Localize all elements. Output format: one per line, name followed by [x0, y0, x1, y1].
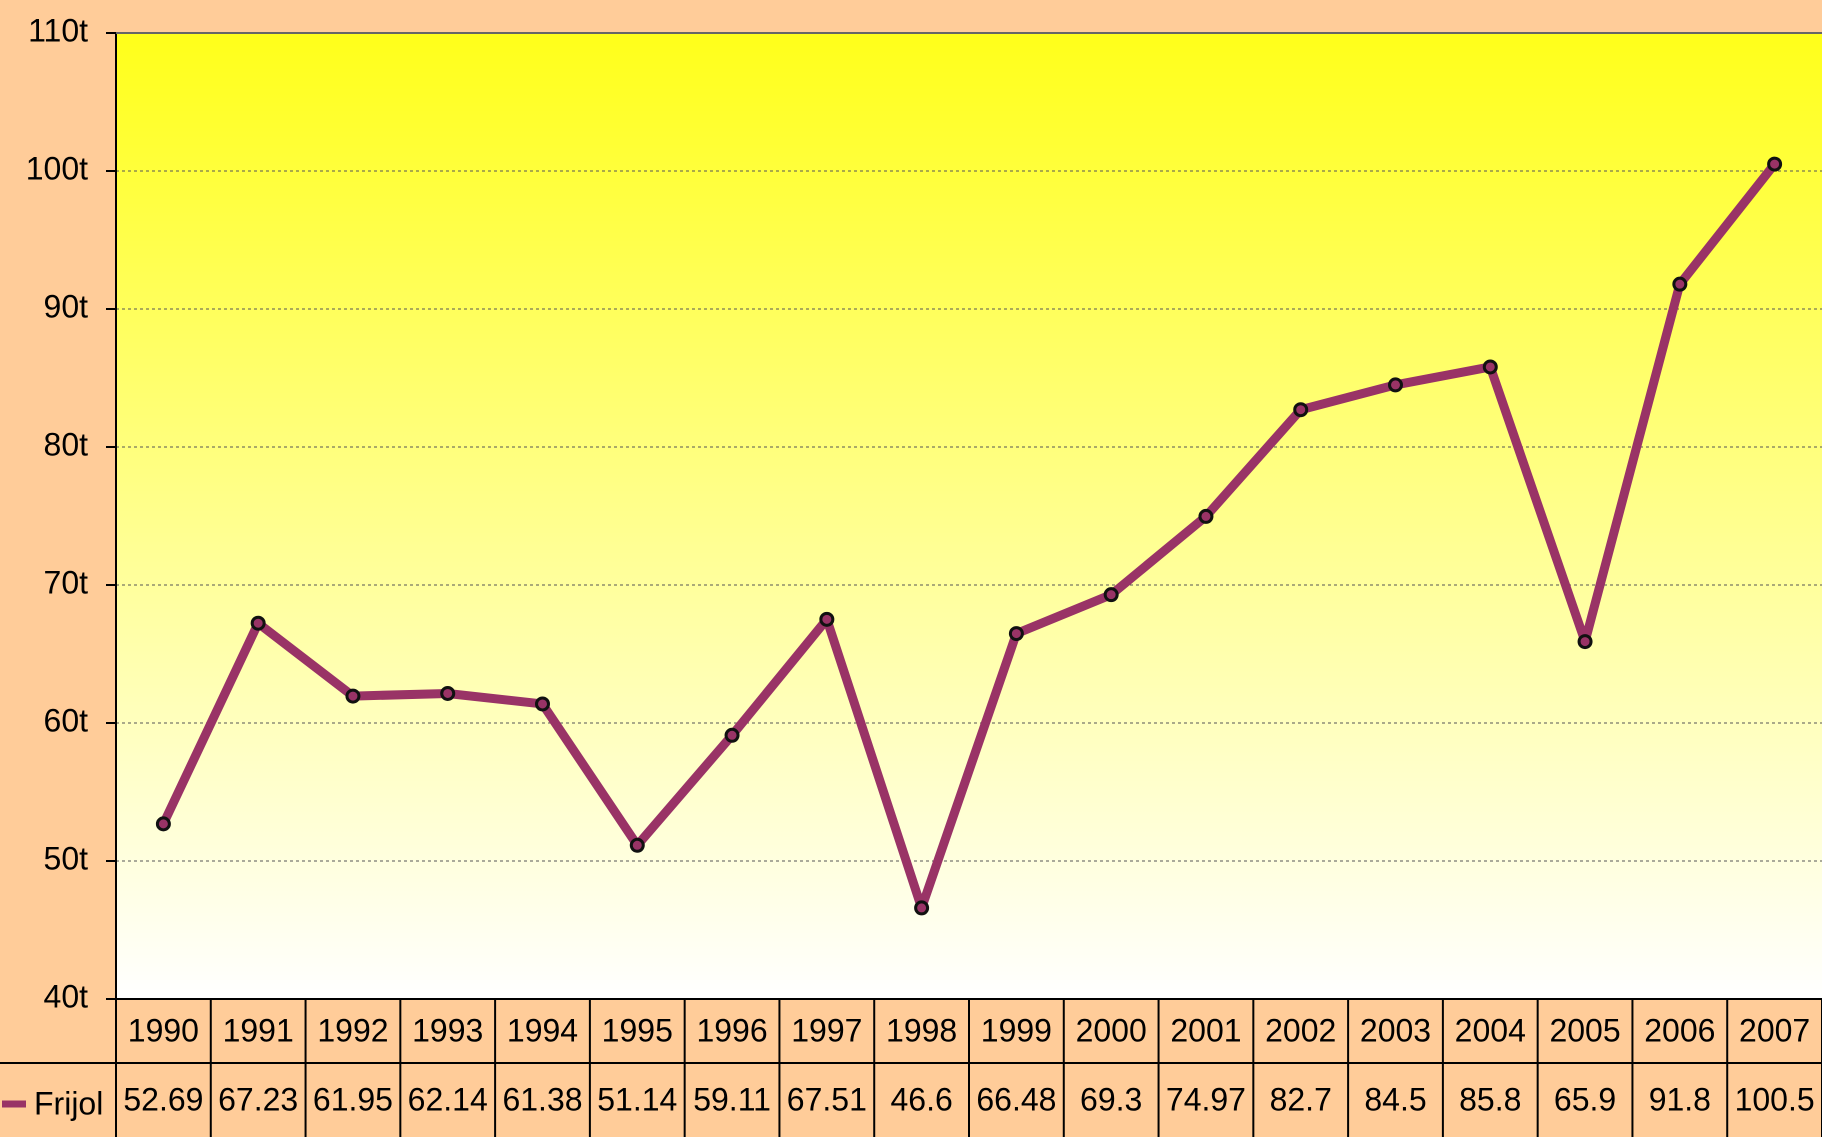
x-tick-label: 1993 — [412, 1012, 483, 1048]
y-tick-label: 50t — [44, 840, 89, 876]
x-tick-label: 2004 — [1455, 1012, 1526, 1048]
x-tick-label: 2006 — [1644, 1012, 1715, 1048]
marker — [1198, 508, 1214, 524]
marker — [535, 696, 550, 712]
data-table-value: 51.14 — [597, 1081, 677, 1117]
data-table-value: 85.8 — [1459, 1081, 1521, 1117]
x-tick-label: 1997 — [791, 1012, 862, 1048]
marker — [629, 837, 645, 853]
data-table-value: 69.3 — [1080, 1081, 1142, 1117]
data-table-value: 67.51 — [787, 1081, 867, 1117]
marker — [819, 611, 835, 627]
marker — [345, 688, 361, 704]
data-table-value: 100.5 — [1735, 1081, 1815, 1117]
data-table-value: 62.14 — [408, 1081, 488, 1117]
x-tick-label: 1991 — [223, 1012, 294, 1048]
data-table-value: 61.95 — [313, 1081, 393, 1117]
marker — [1103, 587, 1119, 603]
data-table-value: 67.23 — [218, 1081, 298, 1117]
x-tick-label: 1995 — [602, 1012, 673, 1048]
y-tick-label: 100t — [26, 150, 88, 186]
legend-label: Frijol — [34, 1085, 103, 1121]
marker — [250, 615, 266, 631]
plot-area — [116, 33, 1822, 999]
marker — [1482, 359, 1498, 375]
x-tick-label: 1990 — [128, 1012, 199, 1048]
marker — [1577, 634, 1593, 650]
y-tick-label: 70t — [44, 564, 89, 600]
x-tick-label: 1992 — [317, 1012, 388, 1048]
y-tick-label: 110t — [28, 12, 88, 48]
data-table-value: 91.8 — [1649, 1081, 1711, 1117]
x-tick-label: 2003 — [1360, 1012, 1431, 1048]
x-tick-label: 1994 — [507, 1012, 578, 1048]
marker — [1388, 377, 1403, 393]
data-table-value: 84.5 — [1364, 1081, 1426, 1117]
data-table-value: 59.11 — [693, 1081, 771, 1117]
data-table-value: 52.69 — [123, 1081, 203, 1117]
data-table-value: 74.97 — [1166, 1081, 1246, 1117]
x-tick-label: 1996 — [696, 1012, 767, 1048]
y-tick-label: 80t — [44, 426, 89, 462]
x-tick-label: 2005 — [1549, 1012, 1620, 1048]
marker — [724, 727, 740, 743]
marker — [1767, 156, 1783, 172]
y-tick-label: 60t — [44, 702, 89, 738]
data-table-value: 46.6 — [890, 1081, 952, 1117]
data-table-value: 82.7 — [1270, 1081, 1332, 1117]
data-table-value: 66.48 — [976, 1081, 1056, 1117]
y-tick-label: 40t — [44, 978, 89, 1014]
data-table-value: 65.9 — [1554, 1081, 1616, 1117]
line — [159, 161, 1779, 913]
marker — [1672, 276, 1688, 292]
x-tick-label: 1999 — [981, 1012, 1052, 1048]
marker — [1293, 402, 1309, 418]
marker — [155, 816, 171, 832]
x-tick-label: 2007 — [1739, 1012, 1810, 1048]
marker — [440, 685, 456, 701]
x-tick-label: 2002 — [1265, 1012, 1336, 1048]
marker — [1008, 626, 1024, 642]
x-tick-label: 1998 — [886, 1012, 957, 1048]
x-tick-label: 2001 — [1170, 1012, 1241, 1048]
x-tick-label: 2000 — [1076, 1012, 1147, 1048]
marker — [914, 900, 930, 916]
y-tick-label: 90t — [44, 288, 89, 324]
data-table-value: 61.38 — [502, 1081, 582, 1117]
